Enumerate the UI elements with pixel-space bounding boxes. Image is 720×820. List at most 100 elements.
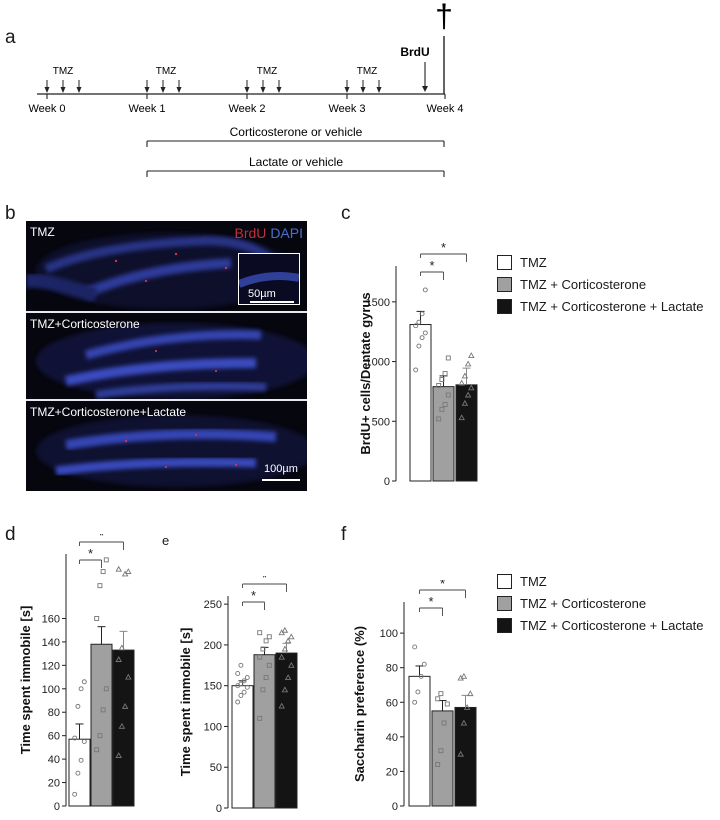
legend-swatch xyxy=(497,254,512,270)
tmz-arrowhead xyxy=(376,87,382,93)
data-point xyxy=(75,770,81,776)
tmz-arrowhead xyxy=(260,87,266,93)
data-point xyxy=(421,661,427,667)
sig-star: * xyxy=(429,258,434,273)
legend-item: TMZ + Corticosterone + Lactate xyxy=(497,615,704,635)
micrograph-label: TMZ xyxy=(30,225,55,239)
data-point xyxy=(238,693,244,698)
sig-star: * xyxy=(428,594,433,609)
data-point xyxy=(115,656,122,662)
week-labels: Week 0 Week 1 Week 2 Week 3 Week 4 xyxy=(28,103,463,115)
data-point xyxy=(121,702,129,709)
week-label: Week 3 xyxy=(328,103,365,115)
data-point xyxy=(461,372,469,379)
data-point xyxy=(103,557,109,563)
tmz-arrowhead xyxy=(344,87,350,93)
micrograph-panel: 50µm TMZ BrdU DAPI TMZ+Corticosterone TM… xyxy=(26,221,307,491)
legend-swatch xyxy=(497,573,512,589)
stain-brdu: BrdU xyxy=(234,225,267,241)
y-axis-label: Saccharin preference (%) xyxy=(352,626,367,782)
data-point xyxy=(94,616,100,621)
tmz-arrowhead xyxy=(60,87,66,93)
data-point xyxy=(75,703,81,709)
data-point xyxy=(118,722,126,729)
data-point xyxy=(241,689,247,695)
tmz-arrowhead xyxy=(244,87,250,93)
legend-item: TMZ xyxy=(497,571,704,591)
data-point xyxy=(72,735,78,741)
y-axis-label: BrdU+ cells/Dentate gyrus xyxy=(358,292,373,454)
y-tick-label: 20 xyxy=(48,778,60,790)
week-label: Week 1 xyxy=(128,103,165,115)
data-point xyxy=(418,673,424,679)
data-point xyxy=(81,739,87,744)
legend-item: TMZ + Corticosterone xyxy=(497,274,704,294)
y-tick-label: 0 xyxy=(392,801,398,813)
data-point xyxy=(464,391,472,398)
inset-box xyxy=(237,253,300,305)
data-point xyxy=(419,335,425,341)
data-point xyxy=(284,674,292,680)
y-tick-label: 200 xyxy=(204,640,222,652)
main-scale-bar xyxy=(262,479,300,481)
y-tick-label: 250 xyxy=(204,599,222,611)
tmz-label: TMZ xyxy=(357,66,378,77)
tmz-arrowhead xyxy=(144,87,150,93)
tmz-label: TMZ xyxy=(257,66,278,77)
micrograph-label: TMZ+Corticosterone xyxy=(30,317,140,331)
data-point xyxy=(463,704,471,710)
data-point xyxy=(257,654,263,660)
sig-star: * xyxy=(262,576,267,585)
data-point xyxy=(238,662,244,668)
data-point xyxy=(115,752,122,759)
data-point xyxy=(94,747,100,753)
y-axis-label: Time spent immobile [s] xyxy=(178,628,193,777)
tmz-label: TMZ xyxy=(156,66,177,77)
tmz-arrows xyxy=(44,80,382,93)
data-point xyxy=(235,699,241,705)
data-point xyxy=(288,633,295,640)
data-point xyxy=(288,661,295,668)
data-point xyxy=(412,644,418,650)
y-tick-label: 120 xyxy=(42,660,60,672)
data-point xyxy=(435,696,441,702)
data-point xyxy=(412,699,418,705)
y-tick-label: 80 xyxy=(48,707,60,719)
data-point xyxy=(435,762,441,767)
tmz-arrowhead xyxy=(360,87,366,93)
data-point xyxy=(238,681,244,687)
micrograph-tmz: 50µm TMZ BrdU DAPI xyxy=(26,221,307,311)
data-point xyxy=(413,367,419,373)
data-point xyxy=(78,686,84,692)
bar xyxy=(253,654,276,809)
bar xyxy=(431,710,454,807)
panel-letter-b: b xyxy=(5,203,16,224)
legend-item: TMZ + Corticosterone + Lactate xyxy=(497,296,704,316)
legend-label: TMZ xyxy=(520,573,547,589)
data-point xyxy=(72,791,78,797)
legend-swatch xyxy=(497,298,512,314)
data-point xyxy=(422,330,428,336)
brdu-label: BrdU xyxy=(400,45,429,59)
legend-label: TMZ + Corticosterone + Lactate xyxy=(520,617,704,633)
data-point xyxy=(257,715,263,721)
data-point xyxy=(442,402,448,408)
data-point xyxy=(125,673,132,680)
tmz-label: TMZ xyxy=(53,66,74,77)
sig-star: * xyxy=(440,580,445,591)
y-tick-label: 100 xyxy=(380,628,398,640)
data-point xyxy=(81,679,87,685)
legend-swatch xyxy=(497,595,512,611)
panel-letter-f: f xyxy=(341,524,347,545)
data-point xyxy=(125,568,132,575)
panel-letter-e: e xyxy=(162,533,170,548)
data-point xyxy=(263,638,269,644)
timeline-ticks xyxy=(46,94,446,99)
panel-letter-d: d xyxy=(5,524,16,545)
y-tick-label: 60 xyxy=(48,731,60,743)
micrograph-label: TMZ+Corticosterone+Lactate xyxy=(30,405,187,419)
data-point xyxy=(416,343,422,349)
inset-scale-label: 50µm xyxy=(248,288,276,300)
data-point xyxy=(468,352,475,359)
